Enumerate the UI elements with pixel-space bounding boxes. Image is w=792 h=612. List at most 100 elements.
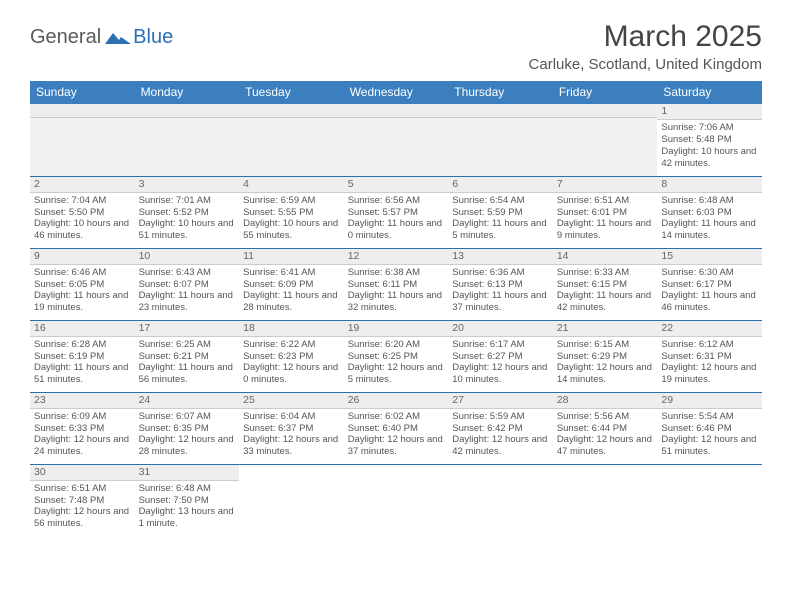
calendar-row: 23Sunrise: 6:09 AMSunset: 6:33 PMDayligh…	[30, 392, 762, 464]
weekday-header: Friday	[553, 81, 658, 104]
day-number: 24	[135, 393, 240, 409]
sunset-text: Sunset: 5:52 PM	[139, 207, 236, 219]
calendar-table: SundayMondayTuesdayWednesdayThursdayFrid…	[30, 81, 762, 536]
day-number: 30	[30, 465, 135, 481]
calendar-cell: 23Sunrise: 6:09 AMSunset: 6:33 PMDayligh…	[30, 392, 135, 464]
month-title: March 2025	[529, 20, 762, 54]
daylight-text: Daylight: 12 hours and 56 minutes.	[34, 506, 131, 530]
calendar-cell: 1 Sunrise: 7:06 AMSunset: 5:48 PMDaylight…	[657, 104, 762, 176]
sunrise-text: Sunrise: 6:25 AM	[139, 339, 236, 351]
sunset-text: Sunset: 5:48 PM	[661, 134, 758, 146]
header: General Blue March 2025 Carluke, Scotlan…	[30, 20, 762, 73]
calendar-cell	[448, 464, 553, 536]
day-number: 2	[30, 177, 135, 193]
sunset-text: Sunset: 6:01 PM	[557, 207, 654, 219]
day-number: 29	[657, 393, 762, 409]
daylight-text: Daylight: 11 hours and 0 minutes.	[348, 218, 445, 242]
daylight-text: Daylight: 12 hours and 33 minutes.	[243, 434, 340, 458]
calendar-cell	[448, 104, 553, 176]
daylight-text: Daylight: 11 hours and 46 minutes.	[661, 290, 758, 314]
daylight-text: Daylight: 10 hours and 42 minutes.	[661, 146, 758, 170]
day-number: 26	[344, 393, 449, 409]
sunrise-text: Sunrise: 6:22 AM	[243, 339, 340, 351]
empty-daynum	[135, 104, 240, 118]
sunset-text: Sunset: 6:11 PM	[348, 279, 445, 291]
day-number: 25	[239, 393, 344, 409]
daylight-text: Daylight: 12 hours and 37 minutes.	[348, 434, 445, 458]
calendar-cell: 26 Sunrise: 6:02 AMSunset: 6:40 PMDayligh…	[344, 392, 449, 464]
sunset-text: Sunset: 5:50 PM	[34, 207, 131, 219]
sunrise-text: Sunrise: 6:20 AM	[348, 339, 445, 351]
calendar-cell	[344, 464, 449, 536]
day-number: 12	[344, 249, 449, 265]
calendar-cell: 28Sunrise: 5:56 AMSunset: 6:44 PMDayligh…	[553, 392, 658, 464]
daylight-text: Daylight: 11 hours and 28 minutes.	[243, 290, 340, 314]
weekday-header-row: SundayMondayTuesdayWednesdayThursdayFrid…	[30, 81, 762, 104]
day-number: 6	[448, 177, 553, 193]
day-number: 21	[553, 321, 658, 337]
sunset-text: Sunset: 6:17 PM	[661, 279, 758, 291]
sunrise-text: Sunrise: 6:33 AM	[557, 267, 654, 279]
logo-text-2: Blue	[133, 26, 173, 49]
day-number: 22	[657, 321, 762, 337]
calendar-cell: 3Sunrise: 7:01 AMSunset: 5:52 PMDaylight…	[135, 176, 240, 248]
daylight-text: Daylight: 12 hours and 10 minutes.	[452, 362, 549, 386]
calendar-row: 2Sunrise: 7:04 AMSunset: 5:50 PMDaylight…	[30, 176, 762, 248]
sunrise-text: Sunrise: 6:51 AM	[34, 483, 131, 495]
calendar-cell	[30, 104, 135, 176]
daylight-text: Daylight: 13 hours and 1 minute.	[139, 506, 236, 530]
daylight-text: Daylight: 12 hours and 24 minutes.	[34, 434, 131, 458]
sunrise-text: Sunrise: 7:06 AM	[661, 122, 758, 134]
day-number: 16	[30, 321, 135, 337]
sunrise-text: Sunrise: 5:59 AM	[452, 411, 549, 423]
sunrise-text: Sunrise: 6:15 AM	[557, 339, 654, 351]
sunset-text: Sunset: 6:37 PM	[243, 423, 340, 435]
day-number: 15	[657, 249, 762, 265]
sunset-text: Sunset: 6:19 PM	[34, 351, 131, 363]
flag-icon	[105, 30, 131, 46]
day-number: 3	[135, 177, 240, 193]
daylight-text: Daylight: 11 hours and 32 minutes.	[348, 290, 445, 314]
sunset-text: Sunset: 6:27 PM	[452, 351, 549, 363]
empty-daynum	[553, 104, 658, 118]
sunrise-text: Sunrise: 6:43 AM	[139, 267, 236, 279]
calendar-cell: 25 Sunrise: 6:04 AMSunset: 6:37 PMDayligh…	[239, 392, 344, 464]
daylight-text: Daylight: 11 hours and 19 minutes.	[34, 290, 131, 314]
daylight-text: Daylight: 11 hours and 51 minutes.	[34, 362, 131, 386]
calendar-cell: 30Sunrise: 6:51 AMSunset: 7:48 PMDayligh…	[30, 464, 135, 536]
sunrise-text: Sunrise: 6:02 AM	[348, 411, 445, 423]
daylight-text: Daylight: 11 hours and 23 minutes.	[139, 290, 236, 314]
weekday-header: Saturday	[657, 81, 762, 104]
day-number: 7	[553, 177, 658, 193]
day-number: 27	[448, 393, 553, 409]
calendar-body: 1Sunrise: 7:06 AMSunset: 5:48 PMDaylight…	[30, 104, 762, 536]
sunset-text: Sunset: 6:40 PM	[348, 423, 445, 435]
sunrise-text: Sunrise: 6:09 AM	[34, 411, 131, 423]
sunrise-text: Sunrise: 5:56 AM	[557, 411, 654, 423]
calendar-row: 30Sunrise: 6:51 AMSunset: 7:48 PMDayligh…	[30, 464, 762, 536]
calendar-cell: 8Sunrise: 6:48 AMSunset: 6:03 PMDaylight…	[657, 176, 762, 248]
empty-daynum	[30, 104, 135, 118]
daylight-text: Daylight: 12 hours and 51 minutes.	[661, 434, 758, 458]
sunrise-text: Sunrise: 6:56 AM	[348, 195, 445, 207]
day-number: 10	[135, 249, 240, 265]
sunset-text: Sunset: 5:59 PM	[452, 207, 549, 219]
calendar-cell: 16Sunrise: 6:28 AMSunset: 6:19 PMDayligh…	[30, 320, 135, 392]
day-number: 14	[553, 249, 658, 265]
sunrise-text: Sunrise: 6:07 AM	[139, 411, 236, 423]
calendar-cell: 20Sunrise: 6:17 AMSunset: 6:27 PMDayligh…	[448, 320, 553, 392]
sunrise-text: Sunrise: 7:01 AM	[139, 195, 236, 207]
day-number: 1	[657, 104, 762, 120]
empty-daynum	[448, 104, 553, 118]
day-number: 18	[239, 321, 344, 337]
calendar-cell: 11Sunrise: 6:41 AMSunset: 6:09 PMDayligh…	[239, 248, 344, 320]
sunrise-text: Sunrise: 6:48 AM	[139, 483, 236, 495]
calendar-cell: 6Sunrise: 6:54 AMSunset: 5:59 PMDaylight…	[448, 176, 553, 248]
day-number: 9	[30, 249, 135, 265]
calendar-cell: 4Sunrise: 6:59 AMSunset: 5:55 PMDaylight…	[239, 176, 344, 248]
daylight-text: Daylight: 11 hours and 14 minutes.	[661, 218, 758, 242]
day-number: 17	[135, 321, 240, 337]
calendar-cell	[344, 104, 449, 176]
sunrise-text: Sunrise: 6:04 AM	[243, 411, 340, 423]
calendar-cell: 14Sunrise: 6:33 AMSunset: 6:15 PMDayligh…	[553, 248, 658, 320]
